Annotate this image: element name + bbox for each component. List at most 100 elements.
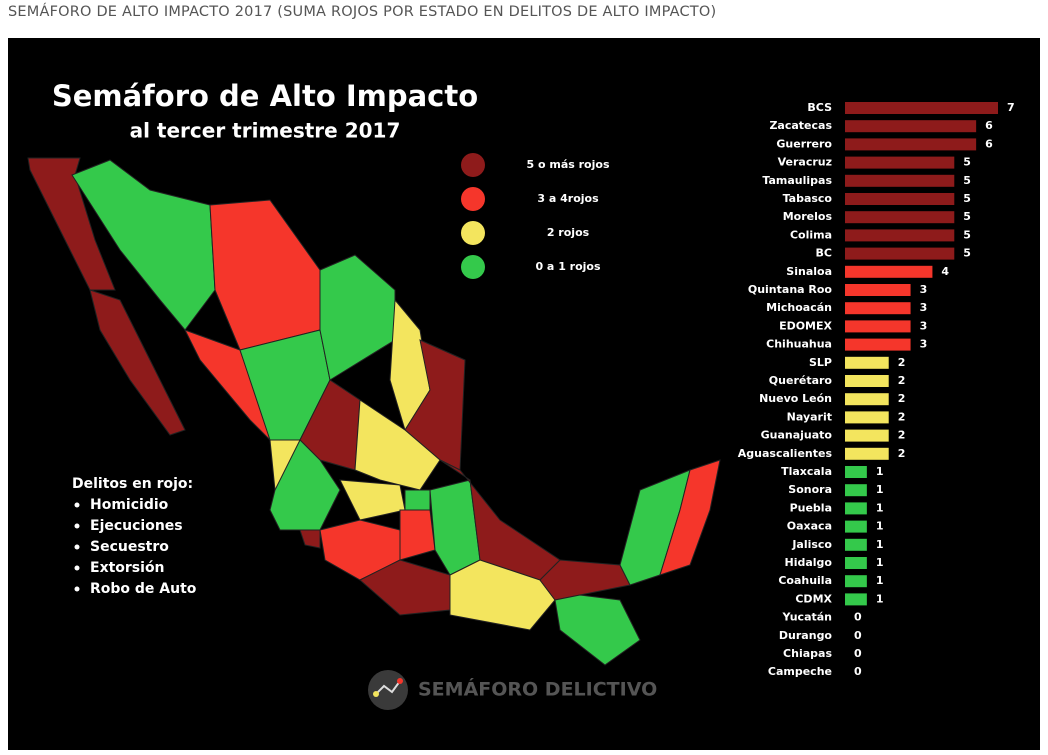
map-region — [404, 489, 431, 511]
value-label: 1 — [876, 483, 884, 496]
value-label: 0 — [854, 665, 862, 678]
value-label: 1 — [876, 592, 884, 605]
page-header: SEMÁFORO DE ALTO IMPACTO 2017 (SUMA ROJO… — [8, 4, 717, 20]
bar — [845, 211, 955, 224]
brand-text: SEMÁFORO DELICTIVO — [418, 678, 657, 701]
note-item: Homicidio — [90, 497, 169, 513]
bullet — [74, 544, 80, 550]
value-label: 1 — [876, 501, 884, 514]
category-label: Querétaro — [769, 374, 833, 387]
category-label: Chihuahua — [766, 338, 832, 351]
bar — [845, 393, 889, 406]
category-label: Morelos — [783, 210, 833, 223]
legend: 5 o más rojos 3 a 4rojos 2 rojos 0 a 1 rojo… — [461, 153, 610, 279]
value-label: 3 — [920, 319, 928, 332]
value-label: 0 — [854, 611, 862, 624]
bar — [845, 265, 933, 278]
value-label: 3 — [920, 283, 928, 296]
category-label: Puebla — [790, 501, 832, 514]
category-label: Quintana Roo — [748, 283, 833, 296]
category-label: Veracruz — [778, 156, 832, 169]
value-label: 5 — [963, 174, 971, 187]
map-region — [269, 439, 341, 531]
value-label: 3 — [920, 338, 928, 351]
category-label: Guerrero — [776, 137, 832, 150]
value-label: 3 — [920, 301, 928, 314]
bar — [845, 593, 867, 606]
bar — [845, 356, 889, 369]
bar — [845, 429, 889, 442]
bar — [845, 575, 867, 588]
value-label: 2 — [898, 374, 906, 387]
category-label: EDOMEX — [779, 319, 832, 332]
category-label: Aguascalientes — [738, 447, 833, 460]
logo-dot — [397, 678, 403, 684]
bar — [845, 102, 998, 114]
category-label: CDMX — [795, 592, 832, 605]
note-item: Robo de Auto — [90, 581, 197, 597]
category-label: Sonora — [788, 483, 832, 496]
bar — [845, 320, 911, 333]
bar — [845, 557, 867, 569]
category-label: Tabasco — [783, 192, 833, 205]
legend-swatch — [461, 255, 485, 279]
bar — [845, 302, 911, 315]
category-label: Sinaloa — [786, 265, 832, 278]
category-label: Tlaxcala — [781, 465, 832, 478]
logo-dot — [373, 691, 379, 697]
bar — [845, 375, 889, 387]
bar — [845, 120, 977, 133]
notes-list: Homicidio Ejecuciones Secuestro Extorsión Ro… — [74, 497, 197, 597]
bar — [845, 538, 867, 551]
note-item: Secuestro — [90, 539, 169, 555]
note-item: Extorsión — [90, 560, 165, 576]
chart-subtitle: al tercer trimestre 2017 — [130, 119, 401, 143]
value-label: 1 — [876, 556, 884, 569]
category-label: Nuevo León — [759, 392, 832, 405]
value-label: 1 — [876, 520, 884, 533]
category-label: Hidalgo — [785, 556, 833, 569]
value-label: 2 — [898, 410, 906, 423]
value-label: 5 — [963, 247, 971, 260]
bar — [845, 502, 867, 515]
map-region — [659, 459, 721, 576]
map — [27, 157, 721, 666]
category-label: Durango — [779, 629, 833, 642]
bar — [845, 284, 911, 296]
category-label: Zacatecas — [769, 119, 832, 132]
value-label: 1 — [876, 574, 884, 587]
notes-title: Delitos en rojo: — [72, 476, 193, 492]
bar — [845, 193, 955, 205]
category-label: Guanajuato — [761, 429, 833, 442]
category-label: Michoacán — [766, 301, 832, 314]
bar — [845, 138, 977, 151]
value-label: 1 — [876, 538, 884, 551]
category-label: Chiapas — [783, 647, 832, 660]
chart-title: Semáforo de Alto Impacto — [52, 79, 478, 113]
bar — [845, 156, 955, 169]
value-label: 4 — [941, 265, 949, 278]
map-region — [27, 157, 116, 291]
bullet — [74, 523, 80, 529]
value-label: 6 — [985, 119, 993, 132]
legend-swatch — [461, 153, 485, 177]
map-region — [554, 594, 641, 666]
value-label: 6 — [985, 137, 993, 150]
bar — [845, 229, 955, 242]
bullet — [74, 565, 80, 571]
value-label: 5 — [963, 228, 971, 241]
brand-logo: SEMÁFORO DELICTIVO — [368, 670, 657, 710]
legend-label: 0 a 1 rojos — [535, 260, 601, 273]
bar — [845, 247, 955, 260]
bar — [845, 338, 911, 351]
category-label: BCS — [807, 101, 832, 114]
legend-label: 2 rojos — [547, 226, 590, 239]
value-label: 5 — [963, 192, 971, 205]
category-label: Oaxaca — [787, 520, 832, 533]
value-label: 7 — [1007, 101, 1015, 114]
bar — [845, 447, 889, 460]
note-item: Ejecuciones — [90, 518, 183, 534]
category-label: Colima — [790, 228, 832, 241]
value-label: 2 — [898, 447, 906, 460]
